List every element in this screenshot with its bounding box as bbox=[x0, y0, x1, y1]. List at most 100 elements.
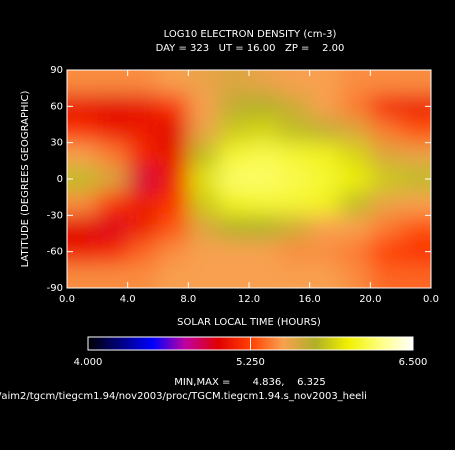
heat-cell bbox=[97, 239, 129, 265]
colorbar-swatch bbox=[133, 337, 136, 350]
colorbar-swatch bbox=[253, 337, 256, 350]
colorbar-swatch bbox=[358, 337, 361, 350]
heat-cell bbox=[158, 263, 190, 288]
heat-cell bbox=[249, 118, 281, 144]
heat-cell bbox=[309, 70, 341, 96]
colorbar-swatch bbox=[275, 337, 279, 350]
heat-cell bbox=[370, 263, 402, 288]
colorbar-swatch bbox=[280, 337, 284, 350]
colorbar-swatch bbox=[295, 337, 299, 350]
colorbar-swatch bbox=[340, 337, 344, 350]
heat-cell bbox=[188, 94, 220, 120]
colorbar-swatch bbox=[345, 337, 349, 350]
colorbar-swatch bbox=[200, 337, 204, 350]
colorbar-swatch bbox=[165, 337, 169, 350]
colorbar-swatch bbox=[185, 337, 189, 350]
colorbar-swatch bbox=[410, 337, 414, 350]
heat-cell bbox=[67, 70, 99, 96]
y-tick-label: 90 bbox=[50, 65, 63, 76]
y-tick-label: 0 bbox=[57, 174, 63, 185]
heat-cell bbox=[279, 191, 311, 217]
heat-cell bbox=[188, 142, 220, 168]
colorbar-swatch bbox=[270, 337, 274, 350]
x-tick-label: 0.0 bbox=[423, 294, 439, 305]
colorbar-swatch bbox=[373, 337, 376, 350]
x-tick-label: 0.0 bbox=[59, 294, 75, 305]
colorbar-swatch bbox=[368, 337, 371, 350]
colorbar-swatch bbox=[148, 337, 151, 350]
colorbar-swatch bbox=[365, 337, 369, 350]
colorbar-swatch bbox=[95, 337, 99, 350]
colorbar-swatch bbox=[203, 337, 206, 350]
heat-cell bbox=[370, 70, 402, 96]
colorbar-swatch bbox=[363, 337, 366, 350]
heat-cell bbox=[309, 191, 341, 217]
colorbar-swatch bbox=[268, 337, 271, 350]
colorbar-swatch bbox=[128, 337, 131, 350]
colorbar-swatch bbox=[245, 337, 249, 350]
y-tick-label: -90 bbox=[47, 283, 63, 294]
colorbar-swatch bbox=[320, 337, 324, 350]
heat-cell bbox=[188, 263, 220, 288]
colorbar-swatch bbox=[218, 337, 221, 350]
heat-cell bbox=[97, 118, 129, 144]
colorbar-swatch bbox=[400, 337, 404, 350]
colorbar-swatch bbox=[285, 337, 289, 350]
colorbar-swatch bbox=[263, 337, 266, 350]
colorbar-swatch bbox=[178, 337, 181, 350]
colorbar-swatch bbox=[108, 337, 111, 350]
colorbar-swatch bbox=[230, 337, 234, 350]
heat-cell bbox=[279, 215, 311, 241]
colorbar-swatch bbox=[370, 337, 374, 350]
colorbar-swatch bbox=[210, 337, 214, 350]
heat-cell bbox=[127, 142, 159, 168]
heat-cell bbox=[158, 118, 190, 144]
colorbar-tick-label: 5.250 bbox=[236, 357, 265, 368]
colorbar-swatch bbox=[110, 337, 114, 350]
colorbar-swatch bbox=[378, 337, 381, 350]
heat-cell bbox=[309, 142, 341, 168]
heat-cell bbox=[97, 70, 129, 96]
colorbar-swatch bbox=[168, 337, 171, 350]
colorbar-swatch bbox=[100, 337, 104, 350]
heat-cell bbox=[370, 118, 402, 144]
colorbar-swatch bbox=[325, 337, 329, 350]
heat-cell bbox=[309, 215, 341, 241]
heat-cell bbox=[218, 191, 250, 217]
heat-cell bbox=[370, 239, 402, 265]
x-axis-label: SOLAR LOCAL TIME (HOURS) bbox=[177, 317, 321, 328]
heat-cell bbox=[309, 118, 341, 144]
heat-cell bbox=[400, 70, 431, 96]
colorbar-swatch bbox=[225, 337, 229, 350]
heat-cell bbox=[67, 142, 99, 168]
colorbar-swatch bbox=[330, 337, 334, 350]
heat-cell bbox=[158, 166, 190, 192]
heat-cell bbox=[340, 215, 372, 241]
heat-cell bbox=[218, 118, 250, 144]
heat-cell bbox=[218, 166, 250, 192]
colorbar-swatch bbox=[213, 337, 216, 350]
colorbar-swatch bbox=[408, 337, 411, 350]
x-tick-label: 4.0 bbox=[120, 294, 136, 305]
colorbar bbox=[88, 337, 414, 350]
heat-cell bbox=[309, 239, 341, 265]
x-tick-label: 20.0 bbox=[359, 294, 381, 305]
heat-cell bbox=[340, 142, 372, 168]
colorbar-swatch bbox=[360, 337, 364, 350]
colorbar-swatch bbox=[383, 337, 386, 350]
colorbar-swatch bbox=[160, 337, 164, 350]
y-axis-label: LATITUDE (DEGREES GEOGRAPHIC) bbox=[20, 91, 31, 268]
colorbar-swatch bbox=[88, 337, 91, 350]
colorbar-swatch bbox=[290, 337, 294, 350]
colorbar-swatch bbox=[153, 337, 156, 350]
colorbar-swatch bbox=[140, 337, 144, 350]
heat-cell bbox=[400, 263, 431, 288]
colorbar-tick-label: 4.000 bbox=[74, 357, 103, 368]
heat-cell bbox=[67, 191, 99, 217]
heat-cell bbox=[188, 191, 220, 217]
heat-cell bbox=[188, 118, 220, 144]
heat-cell bbox=[279, 142, 311, 168]
colorbar-swatch bbox=[355, 337, 359, 350]
heat-cell bbox=[127, 239, 159, 265]
